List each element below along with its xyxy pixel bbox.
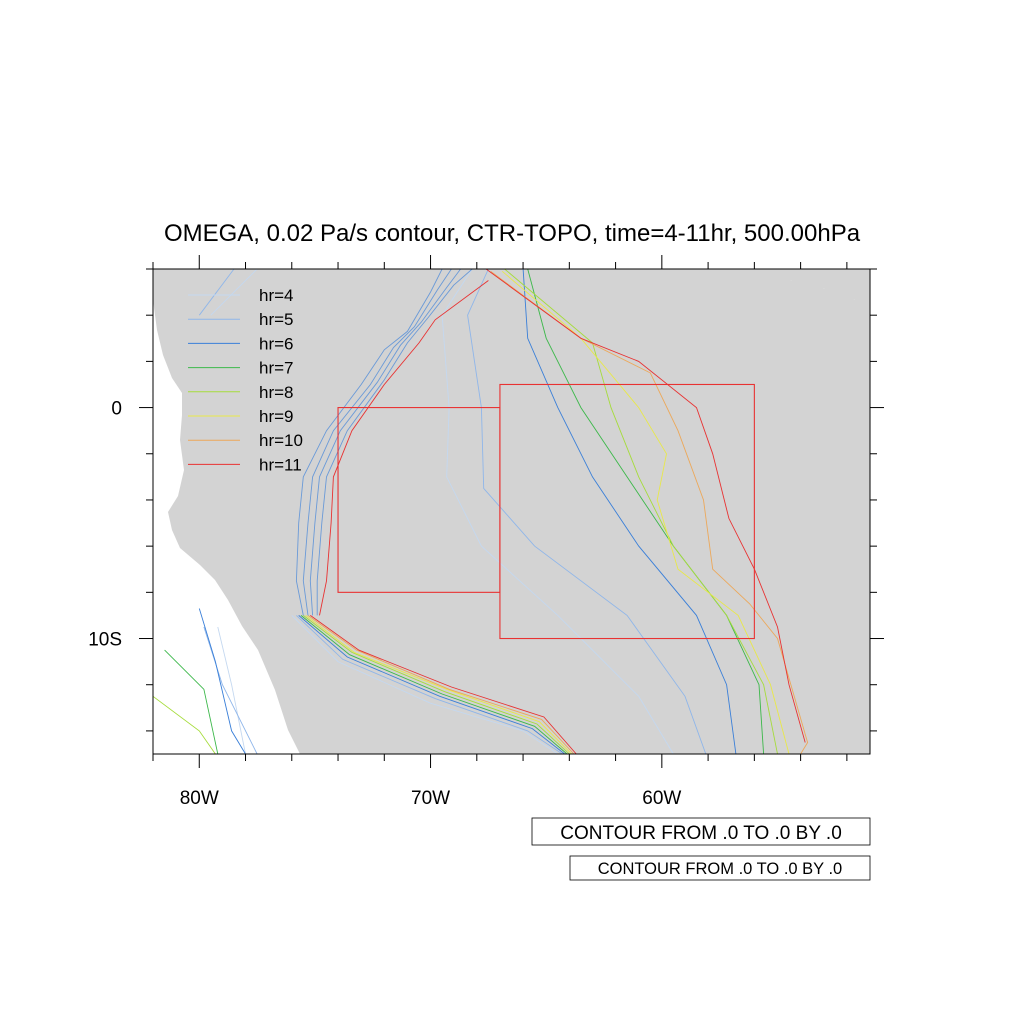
contour-hr-4-1 bbox=[441, 269, 674, 754]
land-top-strip bbox=[153, 269, 870, 275]
contour-hr-5-3 bbox=[296, 615, 563, 754]
contour-west-bundle-3 bbox=[316, 269, 473, 616]
contour-lines bbox=[153, 269, 809, 754]
contour-hr-8-2 bbox=[303, 615, 570, 754]
contour-hr-4-0 bbox=[210, 269, 258, 316]
legend-label-3: hr=6 bbox=[259, 334, 294, 353]
legend: hr=4 hr=5 hr=6 hr=7 hr=8 hr=9 hr=10 hr=11 bbox=[188, 286, 303, 474]
legend-label-6: hr=9 bbox=[259, 407, 294, 426]
y-tick-label-2: 10S bbox=[88, 630, 122, 651]
info-label-2-box bbox=[569, 855, 871, 881]
legend-label-2: hr=5 bbox=[259, 310, 294, 329]
contour-hr-10-1 bbox=[307, 615, 575, 754]
contour-hr-6-0 bbox=[522, 269, 737, 754]
contour-hr-4-2 bbox=[217, 626, 246, 754]
region-boxes bbox=[337, 383, 755, 640]
legend-label-1: hr=4 bbox=[259, 286, 294, 305]
legend-label-4: hr=7 bbox=[259, 359, 294, 378]
y-tick-label-1: 0 bbox=[111, 399, 122, 420]
contour-hr-9-1 bbox=[305, 615, 572, 754]
contour-hr-6-2 bbox=[298, 615, 565, 754]
contour-hr-8-1 bbox=[153, 695, 216, 754]
plot-title: OMEGA, 0.02 Pa/s contour, CTR-TOPO, time… bbox=[164, 220, 861, 247]
info-label-1-box bbox=[531, 817, 871, 846]
legend-label-5: hr=8 bbox=[259, 383, 294, 402]
contour-hr-11-0 bbox=[485, 269, 806, 743]
contour-hr-7-0 bbox=[527, 269, 765, 754]
axis-tick-labels: 80W 70W 60W 0 10S bbox=[88, 399, 681, 809]
info-label-2: CONTOUR FROM .0 TO .0 BY .0 bbox=[569, 855, 871, 881]
contour-hr-7-2 bbox=[300, 615, 568, 754]
info-label-2-text: CONTOUR FROM .0 TO .0 BY .0 bbox=[598, 860, 843, 878]
contour-hr-5-1 bbox=[467, 269, 707, 754]
contour-hr-11-1 bbox=[310, 615, 577, 754]
contour-west-bundle-2 bbox=[309, 269, 461, 616]
plot-area: 80W 70W 60W 0 10S bbox=[88, 255, 884, 809]
contour-hr-6-1 bbox=[198, 608, 246, 754]
contour-hr-5-2 bbox=[203, 626, 258, 754]
contour-hr-7-1 bbox=[164, 649, 219, 754]
x-tick-label-3: 60W bbox=[642, 788, 681, 809]
info-label-1-text: CONTOUR FROM .0 TO .0 BY .0 bbox=[560, 823, 842, 844]
legend-label-7: hr=10 bbox=[259, 431, 303, 450]
contour-hr-8-0 bbox=[504, 269, 778, 754]
plot-frame bbox=[152, 268, 871, 755]
region-box-2 bbox=[499, 383, 755, 640]
contour-hr-10-0 bbox=[490, 270, 809, 754]
legend-label-8: hr=11 bbox=[259, 455, 302, 474]
contour-hr-11-west-0 bbox=[319, 280, 489, 616]
info-label-1: CONTOUR FROM .0 TO .0 BY .0 bbox=[531, 817, 871, 846]
x-tick-label-1: 80W bbox=[180, 788, 219, 809]
axis-ticks bbox=[139, 255, 884, 768]
x-tick-label-2: 70W bbox=[411, 788, 450, 809]
contour-hr-5-0 bbox=[198, 269, 235, 316]
contour-hr-9-0 bbox=[501, 270, 790, 754]
contour-hr-4-3 bbox=[291, 615, 559, 754]
